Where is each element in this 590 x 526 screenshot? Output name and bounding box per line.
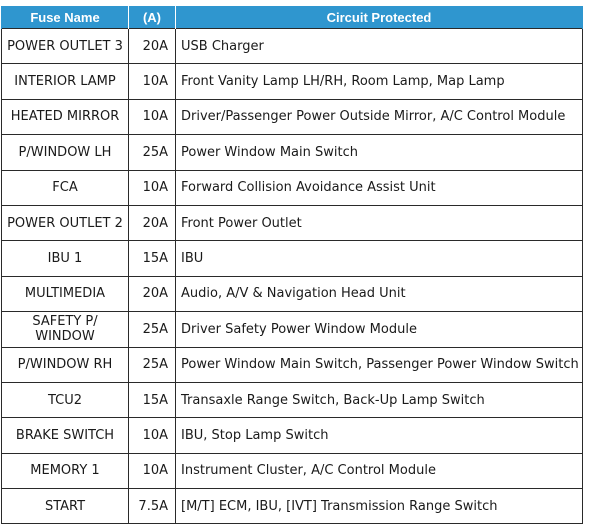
fuse-name-cell: TCU2 xyxy=(1,381,129,419)
table-row: MULTIMEDIA 20A Audio, A/V & Navigation H… xyxy=(1,275,583,313)
circuit-cell: [M/T] ECM, IBU, [IVT] Transmission Range… xyxy=(175,488,583,525)
table-row: FCA 10A Forward Collision Avoidance Assi… xyxy=(1,169,583,206)
table-row: BRAKE SWITCH 10A IBU, Stop Lamp Switch xyxy=(1,417,583,454)
header-amperage: (A) xyxy=(128,6,176,29)
table-row: START 7.5A [M/T] ECM, IBU, [IVT] Transmi… xyxy=(1,488,583,525)
table-row: POWER OUTLET 3 20A USB Charger xyxy=(1,27,583,65)
amperage-cell: 25A xyxy=(128,134,176,171)
amperage-cell: 10A xyxy=(128,63,176,100)
circuit-cell: IBU xyxy=(175,240,583,277)
amperage-cell: 15A xyxy=(128,381,176,419)
fuse-name-cell: POWER OUTLET 2 xyxy=(1,204,129,242)
amperage-cell: 15A xyxy=(128,240,176,277)
amperage-cell: 7.5A xyxy=(128,488,176,525)
table-row: P/WINDOW LH 25A Power Window Main Switch xyxy=(1,134,583,171)
fuse-table: Fuse Name (A) Circuit Protected POWER OU… xyxy=(1,6,583,525)
fuse-name-cell: IBU 1 xyxy=(1,240,129,277)
circuit-cell: Front Vanity Lamp LH/RH, Room Lamp, Map … xyxy=(175,63,583,100)
circuit-cell: Power Window Main Switch, Passenger Powe… xyxy=(175,346,583,383)
circuit-cell: Driver/Passenger Power Outside Mirror, A… xyxy=(175,98,583,136)
circuit-cell: USB Charger xyxy=(175,27,583,65)
fuse-name-cell: START xyxy=(1,488,129,525)
table-row: P/WINDOW RH 25A Power Window Main Switch… xyxy=(1,346,583,383)
fuse-name-cell: SAFETY P/ WINDOW xyxy=(1,311,129,348)
fuse-name-cell: INTERIOR LAMP xyxy=(1,63,129,100)
fuse-name-cell: FCA xyxy=(1,169,129,206)
amperage-cell: 20A xyxy=(128,275,176,313)
amperage-cell: 10A xyxy=(128,452,176,490)
amperage-cell: 25A xyxy=(128,311,176,348)
fuse-name-cell: P/WINDOW RH xyxy=(1,346,129,383)
circuit-cell: Instrument Cluster, A/C Control Module xyxy=(175,452,583,490)
circuit-cell: Forward Collision Avoidance Assist Unit xyxy=(175,169,583,206)
table-row: POWER OUTLET 2 20A Front Power Outlet xyxy=(1,204,583,242)
amperage-cell: 20A xyxy=(128,204,176,242)
header-fuse-name: Fuse Name xyxy=(1,6,129,29)
fuse-name-cell: MEMORY 1 xyxy=(1,452,129,490)
amperage-cell: 10A xyxy=(128,98,176,136)
fuse-name-cell: BRAKE SWITCH xyxy=(1,417,129,454)
circuit-cell: Transaxle Range Switch, Back-Up Lamp Swi… xyxy=(175,381,583,419)
amperage-cell: 25A xyxy=(128,346,176,383)
circuit-cell: IBU, Stop Lamp Switch xyxy=(175,417,583,454)
table-row: MEMORY 1 10A Instrument Cluster, A/C Con… xyxy=(1,452,583,490)
amperage-cell: 10A xyxy=(128,169,176,206)
table-row: INTERIOR LAMP 10A Front Vanity Lamp LH/R… xyxy=(1,63,583,100)
fuse-name-cell: P/WINDOW LH xyxy=(1,134,129,171)
table-row: SAFETY P/ WINDOW 25A Driver Safety Power… xyxy=(1,311,583,348)
table-header-row: Fuse Name (A) Circuit Protected xyxy=(1,6,583,29)
circuit-cell: Power Window Main Switch xyxy=(175,134,583,171)
table-row: HEATED MIRROR 10A Driver/Passenger Power… xyxy=(1,98,583,136)
circuit-cell: Audio, A/V & Navigation Head Unit xyxy=(175,275,583,313)
fuse-name-cell: HEATED MIRROR xyxy=(1,98,129,136)
circuit-cell: Driver Safety Power Window Module xyxy=(175,311,583,348)
header-circuit-protected: Circuit Protected xyxy=(175,6,583,29)
amperage-cell: 20A xyxy=(128,27,176,65)
table-row: TCU2 15A Transaxle Range Switch, Back-Up… xyxy=(1,381,583,419)
fuse-name-cell: POWER OUTLET 3 xyxy=(1,27,129,65)
circuit-cell: Front Power Outlet xyxy=(175,204,583,242)
fuse-name-cell: MULTIMEDIA xyxy=(1,275,129,313)
table-row: IBU 1 15A IBU xyxy=(1,240,583,277)
amperage-cell: 10A xyxy=(128,417,176,454)
